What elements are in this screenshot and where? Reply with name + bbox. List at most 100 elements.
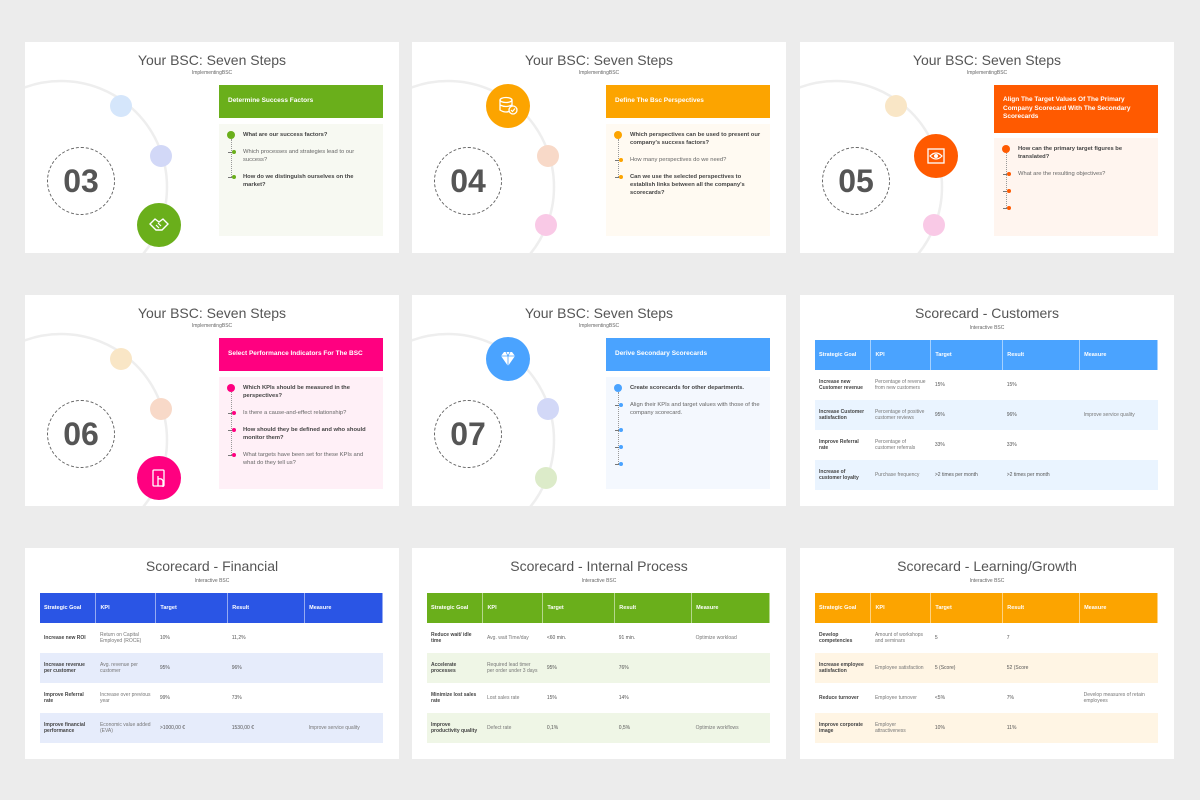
target-cell: 15% bbox=[934, 381, 945, 388]
result-cell: 33% bbox=[1006, 441, 1017, 448]
column-header: Result bbox=[614, 593, 693, 623]
column-header: KPI bbox=[870, 340, 932, 370]
slide-subtitle: ImplementingBSC bbox=[578, 70, 620, 76]
bullet-dot bbox=[1002, 145, 1010, 153]
kpi-cell: Percentage of positive customer reviews bbox=[874, 408, 925, 422]
question-text: Is there a cause-and-effect relationship… bbox=[243, 410, 347, 416]
column-header: Result bbox=[1002, 340, 1081, 370]
column-header: Target bbox=[155, 593, 229, 623]
step-icon-badge bbox=[137, 456, 181, 500]
result-cell: 14% bbox=[618, 694, 629, 701]
scorecard-table: Strategic Goal KPI Target Result Measure Redu… bbox=[427, 593, 770, 743]
column-header: Measure bbox=[691, 593, 770, 623]
result-cell: 52 (Score bbox=[1006, 664, 1029, 671]
slide-subtitle: Interactive BSC bbox=[969, 325, 1005, 331]
kpi-cell: Defect rate bbox=[486, 724, 512, 731]
step-number: 06 bbox=[47, 400, 115, 468]
goal-cell: Develop competencies bbox=[819, 631, 853, 645]
scorecard-slide: Scorecard - Financial Interactive BSC Stra… bbox=[25, 548, 399, 759]
measure-cell bbox=[1080, 713, 1158, 743]
goal-cell: Improve Referral rate bbox=[44, 691, 84, 705]
target-cell: 0,1% bbox=[546, 724, 559, 731]
connector-line bbox=[618, 392, 619, 464]
result-cell: 73% bbox=[231, 694, 242, 701]
column-header: Strategic Goal bbox=[427, 593, 484, 623]
question-text: How should they be defined and who shoul… bbox=[243, 427, 366, 441]
card-header: Align The Target Values Of The Primary C… bbox=[994, 85, 1158, 133]
table-row: Improve Referral rate Increase over previ… bbox=[40, 683, 383, 713]
table-row: Increase new ROI Return on Capital Employ… bbox=[40, 623, 383, 653]
step-slide: Your BSC: Seven Steps ImplementingBSC 05 Al… bbox=[800, 42, 1174, 253]
arrow-bullet bbox=[228, 453, 236, 457]
arrow-bullet bbox=[228, 175, 236, 179]
table-row: Improve financial performance Economic va… bbox=[40, 713, 383, 743]
column-header: Target bbox=[930, 340, 1004, 370]
diamond-icon bbox=[501, 351, 515, 366]
question-text: Which processes and strategies lead to o… bbox=[243, 149, 355, 163]
bullet-dot bbox=[227, 384, 235, 392]
goal-cell: Increase Customer satisfaction bbox=[819, 408, 865, 422]
connector-line bbox=[231, 392, 232, 455]
scorecard-table: Strategic Goal KPI Target Result Measure Incr… bbox=[40, 593, 383, 743]
question-text: What are the resulting objectives? bbox=[1018, 171, 1106, 177]
sub-question: Can we use the selected perspectives to … bbox=[614, 173, 762, 197]
column-header: Measure bbox=[1079, 593, 1158, 623]
decorative-dot bbox=[150, 398, 172, 420]
slide-title: Scorecard - Customers bbox=[915, 305, 1059, 321]
arrow-bullet bbox=[1003, 172, 1011, 176]
table-row: Increase employee satisfaction Employee s… bbox=[815, 653, 1158, 683]
orbit-arc bbox=[25, 332, 169, 506]
scorecard-table: Strategic Goal KPI Target Result Measure Incr… bbox=[815, 340, 1158, 490]
result-cell: 11% bbox=[1006, 724, 1017, 731]
slide-title: Scorecard - Learning/Growth bbox=[897, 558, 1077, 574]
goal-cell: Increase revenue per customer bbox=[44, 661, 85, 675]
arrow-bullet bbox=[228, 411, 236, 415]
slide-subtitle: ImplementingBSC bbox=[966, 70, 1008, 76]
scorecard-slide: Scorecard - Learning/Growth Interactive B… bbox=[800, 548, 1174, 759]
target-cell: 10% bbox=[934, 724, 945, 731]
result-cell: 91 min. bbox=[618, 634, 636, 641]
kpi-cell: Return on Capital Employed (ROCE) bbox=[99, 631, 142, 645]
sub-question: How should they be defined and who shoul… bbox=[227, 426, 375, 442]
target-cell: 33% bbox=[934, 441, 945, 448]
table-row: Reduce turnover Employee turnover <5% 7% Dev… bbox=[815, 683, 1158, 713]
arrow-bullet bbox=[615, 175, 623, 179]
goal-cell: Minimize lost sales rate bbox=[431, 691, 477, 705]
target-cell: >1000,00 € bbox=[159, 724, 186, 731]
arrow-bullet bbox=[615, 428, 623, 432]
slide-title: Your BSC: Seven Steps bbox=[524, 305, 674, 321]
question-text: Which perspectives can be used to presen… bbox=[630, 132, 761, 146]
main-question: Which perspectives can be used to presen… bbox=[614, 131, 762, 147]
slide-subtitle: Interactive BSC bbox=[194, 578, 230, 584]
connector-line bbox=[618, 139, 619, 177]
slide-subtitle: Interactive BSC bbox=[581, 578, 617, 584]
result-cell: 7 bbox=[1006, 634, 1010, 641]
kpi-cell: Percentage of revenue from new customers bbox=[874, 378, 926, 392]
table-row: Increase revenue per customer Avg. revenu… bbox=[40, 653, 383, 683]
goal-cell: Improve Referral rate bbox=[819, 438, 859, 452]
slide-subtitle: ImplementingBSC bbox=[191, 323, 233, 329]
step-number: 03 bbox=[47, 147, 115, 215]
goal-cell: Increase new ROI bbox=[44, 634, 86, 641]
arrow-bullet bbox=[1003, 206, 1011, 210]
measure-cell bbox=[1080, 623, 1158, 653]
goal-cell: Improve productivity quality bbox=[431, 721, 478, 735]
result-cell: 96% bbox=[231, 664, 242, 671]
target-cell: <60 min. bbox=[546, 634, 567, 641]
step-number: 07 bbox=[434, 400, 502, 468]
bullet-dot bbox=[227, 131, 235, 139]
question-text: How many perspectives do we need? bbox=[630, 157, 727, 163]
measure-cell bbox=[1080, 430, 1158, 460]
result-cell: >2 times per month bbox=[1006, 471, 1050, 478]
question-text: Which KPIs should be measured in the per… bbox=[243, 385, 350, 399]
connector-line bbox=[231, 139, 232, 177]
sub-question: Align their KPIs and target values with … bbox=[614, 401, 762, 417]
step-icon-badge bbox=[486, 84, 530, 128]
step-slide: Your BSC: Seven Steps ImplementingBSC 03 De… bbox=[25, 42, 399, 253]
result-cell: 0,5% bbox=[618, 724, 631, 731]
measure-cell bbox=[1080, 653, 1158, 683]
main-question: Create scorecards for other departments. bbox=[614, 384, 762, 392]
arrow-bullet bbox=[615, 462, 623, 466]
sub-question bbox=[614, 443, 762, 451]
slide-title: Scorecard - Internal Process bbox=[510, 558, 688, 574]
